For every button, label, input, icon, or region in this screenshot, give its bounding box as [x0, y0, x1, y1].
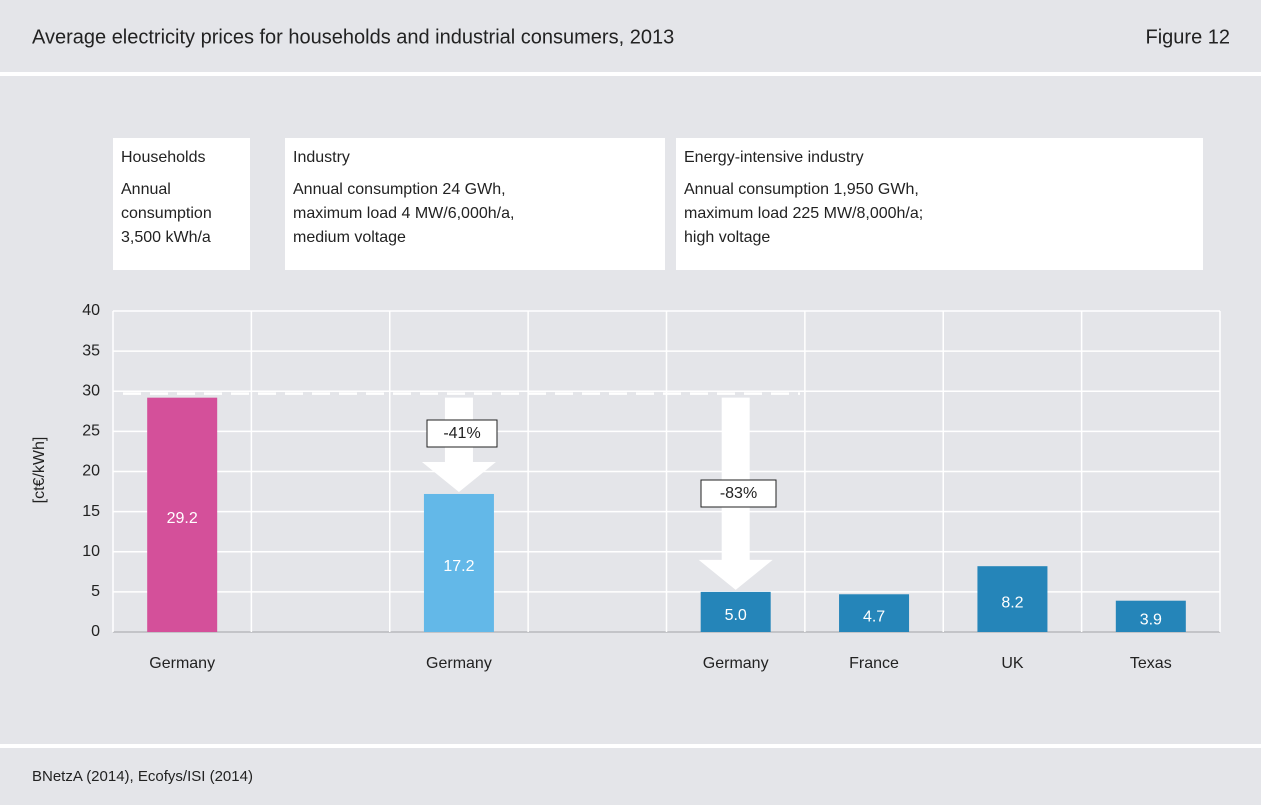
- bar: [700, 591, 771, 632]
- info-title: Households: [121, 149, 206, 166]
- info-title: Industry: [293, 149, 350, 166]
- y-tick-label: 5: [91, 583, 100, 600]
- info-line: medium voltage: [293, 229, 406, 246]
- y-tick-label: 30: [82, 382, 100, 399]
- info-line: Annual: [121, 181, 171, 198]
- x-tick-label: Germany: [703, 655, 769, 672]
- x-tick-label: France: [849, 655, 899, 672]
- annotation-box: [426, 419, 498, 448]
- bar: [977, 566, 1048, 632]
- value-label: 3.9: [1140, 612, 1162, 629]
- annotation-box: [700, 479, 777, 508]
- y-axis-label: [ct€/kWh]: [31, 437, 48, 504]
- value-label: 17.2: [443, 558, 474, 575]
- value-label: 5.0: [725, 607, 747, 624]
- info-line: Annual consumption 24 GWh,: [293, 181, 506, 198]
- info-box: [113, 138, 250, 270]
- info-line: consumption: [121, 205, 212, 222]
- x-tick-label: UK: [1001, 655, 1024, 672]
- x-tick-label: Texas: [1130, 655, 1172, 672]
- x-tick-label: Germany: [426, 655, 492, 672]
- y-tick-label: 40: [82, 302, 100, 319]
- figure-number: Figure 12: [1146, 26, 1231, 48]
- value-label: 29.2: [167, 510, 198, 527]
- source: BNetzA (2014), Ecofys/ISI (2014): [32, 768, 253, 785]
- annotation: -41%: [443, 425, 480, 442]
- y-tick-label: 0: [91, 623, 100, 640]
- y-tick-label: 20: [82, 463, 100, 480]
- y-tick-label: 10: [82, 543, 100, 560]
- value-label: 8.2: [1001, 594, 1023, 611]
- y-tick-label: 25: [82, 423, 100, 440]
- annotation: -83%: [720, 485, 757, 502]
- info-box: [676, 138, 1203, 270]
- value-label: 4.7: [863, 608, 885, 625]
- y-tick-label: 15: [82, 503, 100, 520]
- bar: [1115, 600, 1186, 632]
- info-box: [285, 138, 665, 270]
- y-tick-label: 35: [82, 342, 100, 359]
- bar: [147, 397, 218, 632]
- info-line: maximum load 4 MW/6,000h/a,: [293, 205, 514, 222]
- title: Average electricity prices for household…: [32, 26, 674, 48]
- info-line: maximum load 225 MW/8,000h/a;: [684, 205, 923, 222]
- info-line: Annual consumption 1,950 GWh,: [684, 181, 919, 198]
- info-line: high voltage: [684, 229, 770, 246]
- bar: [423, 493, 494, 632]
- info-title: Energy-intensive industry: [684, 149, 864, 166]
- x-tick-label: Germany: [149, 655, 215, 672]
- bar: [839, 594, 910, 632]
- info-line: 3,500 kWh/a: [121, 229, 211, 246]
